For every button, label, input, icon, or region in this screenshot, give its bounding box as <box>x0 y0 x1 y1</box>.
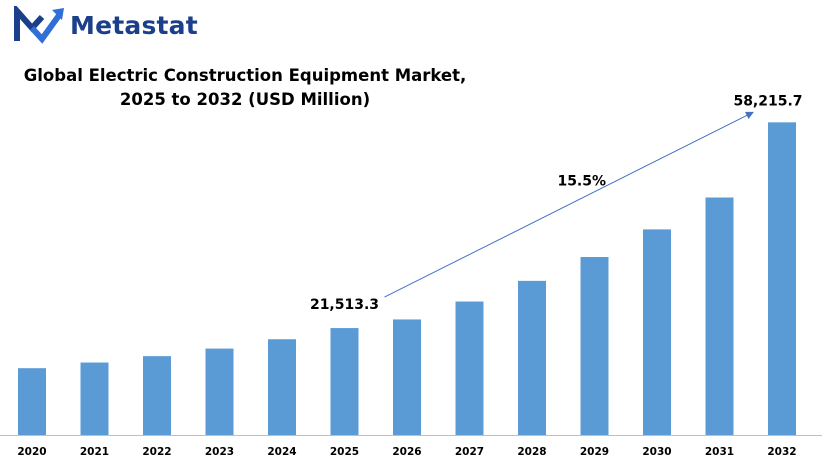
chart-title-line-1: Global Electric Construction Equipment M… <box>23 66 467 85</box>
bar-2020 <box>18 368 46 435</box>
x-tick-2027: 2027 <box>455 446 484 458</box>
bar-2032 <box>768 122 796 436</box>
bar-2030 <box>643 229 671 435</box>
x-tick-labels: 2020 2021 2022 2023 2024 2025 2026 2027 2028 2029… <box>17 446 796 458</box>
bar-2031 <box>705 197 734 435</box>
x-tick-2023: 2023 <box>205 446 234 458</box>
cagr-label: 15.5% <box>557 174 606 190</box>
chart-title-line-2: 2025 to 2032 (USD Million) <box>119 90 371 109</box>
x-tick-2032: 2032 <box>767 446 796 458</box>
start-value-label: 21,513.3 <box>310 297 379 313</box>
x-tick-2020: 2020 <box>17 446 46 458</box>
brand-name: Metastat <box>70 10 198 40</box>
bar-2027 <box>455 301 484 435</box>
metastat-m-logo-icon <box>14 6 64 44</box>
x-tick-2029: 2029 <box>580 446 609 458</box>
end-value-label: 58,215.7 <box>733 93 802 109</box>
bar-2025 <box>330 328 359 435</box>
bars-group <box>18 122 796 436</box>
x-tick-2024: 2024 <box>267 446 296 458</box>
bar-2026 <box>393 319 421 435</box>
annotations-group: 21,513.3 15.5% 58,215.7 <box>310 93 803 313</box>
x-tick-2030: 2030 <box>642 446 671 458</box>
bar-2024 <box>268 339 296 435</box>
x-tick-2028: 2028 <box>517 446 546 458</box>
bar-2021 <box>80 362 109 435</box>
chart-title: Global Electric Construction Equipment M… <box>10 64 480 112</box>
bar-2022 <box>143 356 171 435</box>
x-tick-2026: 2026 <box>392 446 421 458</box>
growth-arrow <box>384 111 754 298</box>
bar-2023 <box>205 348 234 435</box>
x-tick-2021: 2021 <box>80 446 109 458</box>
bar-2028 <box>518 280 546 435</box>
x-tick-2025: 2025 <box>330 446 359 458</box>
x-tick-2031: 2031 <box>705 446 734 458</box>
x-tick-2022: 2022 <box>142 446 171 458</box>
bar-2029 <box>580 257 609 435</box>
brand-logo: Metastat <box>14 6 198 44</box>
